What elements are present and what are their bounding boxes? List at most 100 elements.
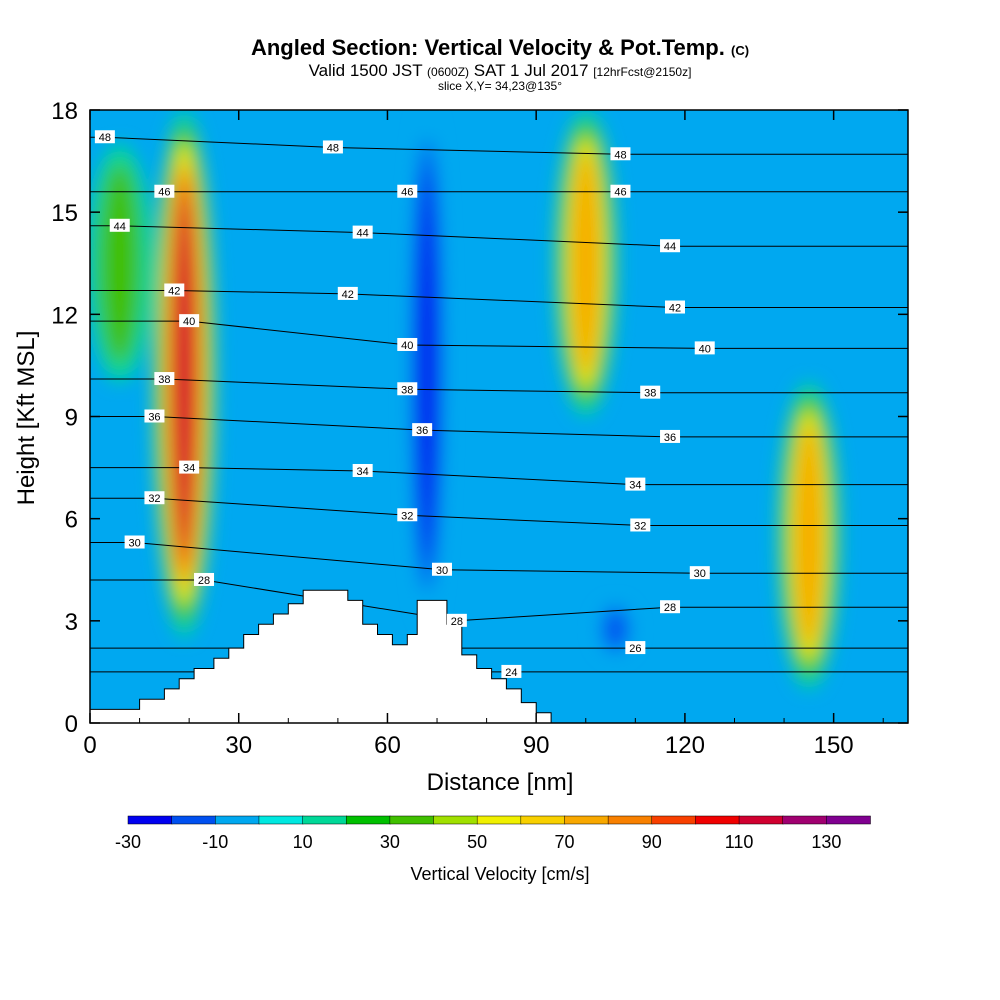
isentrope-label: 36 (660, 429, 681, 444)
isentrope-label: 42 (664, 300, 685, 315)
plot-background (90, 110, 908, 723)
isentrope-label-text: 36 (416, 425, 428, 437)
isentrope-label-box (164, 283, 185, 297)
isentrope-label: 44 (352, 225, 373, 240)
isentrope-label-text: 40 (699, 343, 711, 355)
isentrope-label-box (610, 184, 631, 198)
isentrope-label-box (640, 385, 661, 399)
y-axis-label: Height [Kft MSL] (13, 331, 40, 506)
y-tick-label: 6 (65, 507, 78, 534)
isentrope-label-text: 42 (168, 285, 180, 297)
isentrope-label-box (660, 429, 681, 443)
isentrope-label: 28 (660, 600, 681, 614)
isentrope-label-text: 34 (357, 466, 369, 478)
isentrope-label-text: 36 (148, 412, 160, 424)
isentrope-label-box (630, 518, 651, 532)
isentrope-label-text: 26 (629, 643, 641, 655)
colorbar-swatch (171, 815, 217, 825)
colorbar-swatch (651, 815, 697, 825)
isentrope-label-box (154, 184, 175, 198)
isentrope-label-text: 48 (327, 142, 339, 154)
isentrope-label-box (337, 286, 358, 300)
isentrope-label: 40 (694, 341, 715, 355)
isentrope-label-box (352, 225, 373, 239)
isentrope-label-box (397, 382, 418, 396)
x-tick-label: 150 (814, 732, 854, 759)
isentrope-label-box (660, 239, 681, 253)
colorbar-tick-label: -30 (115, 832, 141, 852)
isentrope-label-text: 24 (505, 667, 517, 679)
colorbar-tick-label: 30 (380, 832, 400, 852)
isentrope-label-text: 42 (669, 303, 681, 315)
isentrope-label-box (154, 372, 175, 386)
isentrope-label-text: 38 (401, 384, 413, 396)
chart-subtitle: Valid 1500 JST (0600Z) SAT 1 Jul 2017 [1… (0, 61, 1000, 80)
isentrope-label: 26 (625, 641, 646, 655)
colorbar-swatch (607, 815, 653, 825)
colorbar-swatch (345, 815, 391, 825)
isentrope-label: 34 (625, 477, 646, 492)
isentrope-label-text: 36 (664, 432, 676, 444)
isentrope-label-text: 32 (401, 510, 413, 522)
isentrope-label-text: 40 (401, 340, 413, 352)
colorbar-swatch (127, 815, 173, 825)
colorbar-swatch (389, 815, 435, 825)
x-tick-label: 0 (83, 732, 96, 759)
velocity-region (795, 423, 823, 649)
velocity-region (603, 607, 628, 651)
velocity-field (90, 110, 841, 689)
isentrope-label-box (144, 491, 165, 505)
y-tick-label: 3 (65, 609, 78, 636)
x-tick-label: 120 (665, 732, 705, 759)
colorbar-tick-label: 110 (725, 832, 754, 852)
colorbar: -30 -10 10 30 50 70 90 110 130 (115, 815, 871, 852)
isentrope-label-text: 40 (183, 316, 195, 328)
isentrope-label-text: 44 (114, 221, 126, 233)
isentrope-label: 44 (660, 239, 681, 253)
colorbar-swatch (215, 815, 260, 825)
velocity-region (98, 163, 141, 364)
isentrope-label: 32 (144, 491, 165, 505)
isentrope-label-box (179, 314, 200, 328)
colorbar-tick-label: 90 (642, 832, 662, 852)
isentrope-label: 28 (194, 572, 215, 587)
isentrope-label-box (610, 147, 631, 161)
y-tick-label: 12 (51, 302, 78, 329)
isentrope-label: 46 (397, 184, 418, 199)
isentrope-label-box (446, 613, 467, 627)
isentrope-label-box (322, 140, 343, 154)
isentrope-label-box (397, 184, 418, 198)
isentrope-label-text: 30 (694, 568, 706, 580)
isentrope-label: 46 (610, 184, 631, 199)
isentrope-label-box (664, 300, 685, 314)
isentrope-label-text: 46 (401, 187, 413, 199)
y-tick-label: 9 (65, 405, 78, 432)
isentrope-label-box (431, 562, 452, 576)
isentrope-label: 34 (179, 460, 200, 475)
colorbar-swatch (433, 815, 478, 825)
subtitle-fcst: [12hrFcst@2150z] (593, 65, 692, 79)
isentrope-label-box (412, 423, 433, 437)
isentrope-label-box (501, 664, 522, 678)
title-text: Angled Section: Vertical Velocity & Pot.… (250, 35, 725, 60)
velocity-region (417, 168, 438, 563)
isentrope-label: 48 (610, 147, 631, 161)
colorbar-tick-label: 50 (467, 832, 487, 852)
isentrope-label-text: 44 (357, 228, 369, 240)
isentrope-label: 48 (322, 140, 343, 154)
isentrope-label: 36 (412, 423, 433, 437)
isentrope-label: 46 (154, 184, 175, 199)
isentrope-label: 38 (397, 382, 418, 396)
isentrope-label-box (352, 463, 373, 477)
colorbar-swatch (258, 815, 304, 825)
isentrope-label-text: 30 (436, 565, 448, 577)
isentrope-label-text: 48 (99, 132, 111, 144)
isentrope-label-box (124, 535, 145, 549)
isentrope-label-text: 28 (198, 575, 210, 587)
isentrope-label: 38 (154, 372, 175, 386)
isentrope-label-box (694, 341, 715, 355)
isentrope-label: 44 (109, 218, 130, 233)
subtitle-date: SAT 1 Jul 2017 (473, 61, 589, 80)
isentrope-label-box (179, 460, 200, 474)
